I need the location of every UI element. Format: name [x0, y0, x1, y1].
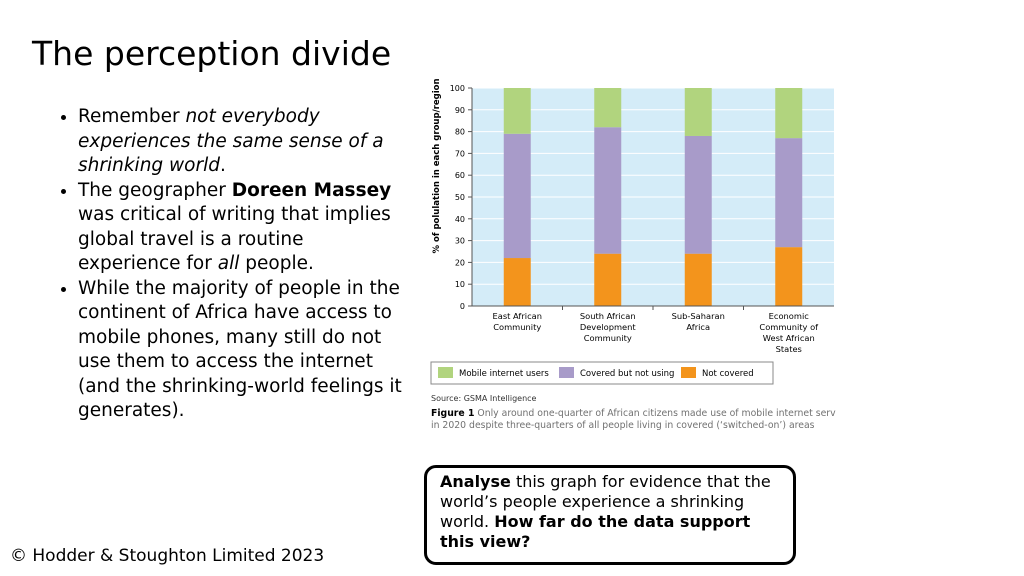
y-tick-label-100: 100 [450, 84, 465, 93]
y-tick-label-90: 90 [455, 106, 465, 115]
x-tick-label-4-line-2: Community of [759, 322, 819, 332]
y-tick-label-0: 0 [460, 302, 465, 311]
x-tick-label-1-line-2: Community [493, 322, 541, 332]
bullet-1-text-b: not everybody experiences the same sense… [78, 106, 384, 176]
y-tick-label-10: 10 [455, 280, 465, 289]
question-text-b: this graph for evidence that the world’s… [440, 472, 771, 531]
x-tick-label-3: Sub-Saharan Africa [672, 311, 725, 332]
bars-group [503, 88, 803, 306]
bar-4-series-2 [775, 138, 803, 248]
question-text-c: How far do the data support this view? [440, 512, 751, 551]
x-tick-label-2-line-1: South African [580, 311, 636, 321]
bar-1-series-1 [503, 258, 531, 306]
legend-label-3: Not covered [702, 369, 754, 379]
bullet-1-text-c: . [219, 155, 226, 176]
legend-swatch-1 [438, 367, 453, 378]
x-tick-label-4: Economic Community of West African States [759, 311, 819, 354]
x-tick-label-4-line-4: States [776, 344, 802, 354]
figure-caption-label: Figure 1 [431, 408, 474, 419]
x-tick-label-1-line-1: East African [493, 311, 542, 321]
chart-source: Source: GSMA Intelligence [431, 394, 537, 403]
legend: Mobile internet users Covered but not usi… [438, 367, 754, 379]
x-tick-label-4-line-1: Economic [769, 311, 810, 321]
grid-lines [472, 87, 834, 285]
bar-1-series-3 [503, 88, 531, 134]
figure-caption-line-1: Figure 1 Only around one-quarter of Afri… [431, 408, 836, 419]
figure-caption-line-2: in 2020 despite three-quarters of all pe… [431, 420, 815, 431]
legend-label-1: Mobile internet users [459, 369, 549, 379]
bar-2-series-2 [594, 127, 622, 254]
bullet-2-text-c: was critical of writing that implies glo… [78, 204, 391, 274]
bullet-3-text-a: While the majority of people in the cont… [78, 277, 402, 422]
y-tick-label-50: 50 [455, 193, 465, 202]
y-tick-label-20: 20 [455, 258, 465, 267]
bullet-item-2: The geographer Doreen Massey was critica… [78, 179, 408, 277]
x-tick-label-2: South African Development Community [580, 311, 637, 343]
bar-4-series-1 [775, 247, 803, 306]
x-tick-label-3-line-2: Africa [686, 322, 710, 332]
bar-3-series-1 [684, 253, 712, 306]
x-tick-label-4-line-3: West African [763, 333, 815, 343]
bullet-1-text-a: Remember [78, 106, 186, 127]
bar-3-series-2 [684, 135, 712, 254]
bullet-list: Remember not everybody experiences the s… [50, 105, 408, 424]
bar-4-series-3 [775, 88, 803, 139]
bullet-2-text-b: Doreen Massey [231, 179, 392, 201]
bullet-2-text-d: all [217, 253, 240, 274]
x-tick-label-2-line-2: Development [580, 322, 637, 332]
bar-1-series-2 [503, 133, 531, 259]
y-axis-ticks: 0 10 20 30 40 50 60 70 80 90 100 [450, 84, 472, 311]
legend-swatch-2 [559, 367, 574, 378]
bar-2-series-3 [594, 88, 622, 128]
bullet-2-text-a: The geographer [78, 179, 232, 201]
question-text-a: Analyse [440, 472, 511, 491]
y-tick-label-60: 60 [455, 171, 465, 180]
copyright-footer: © Hodder & Stoughton Limited 2023 [10, 546, 325, 566]
bullet-item-1: Remember not everybody experiences the s… [78, 105, 408, 179]
figure-caption-text-1: Only around one-quarter of African citiz… [474, 408, 836, 419]
legend-label-2: Covered but not using [580, 369, 674, 379]
question-box: Analyse this graph for evidence that the… [424, 465, 796, 565]
y-tick-label-30: 30 [455, 237, 465, 246]
y-tick-label-70: 70 [455, 149, 465, 158]
x-tick-label-1: East African Community [493, 311, 542, 332]
y-tick-label-80: 80 [455, 128, 465, 137]
bar-2-series-1 [594, 253, 622, 306]
y-axis-label: % of polulation in each group/region [432, 78, 442, 253]
x-tick-label-3-line-1: Sub-Saharan [672, 311, 725, 321]
page-title: The perception divide [32, 34, 392, 73]
bullet-item-3: While the majority of people in the cont… [78, 277, 408, 424]
x-tick-label-2-line-3: Community [584, 333, 632, 343]
y-tick-label-40: 40 [455, 215, 465, 224]
legend-swatch-3 [681, 367, 696, 378]
bullet-2-text-e: people. [239, 253, 314, 274]
bar-3-series-3 [684, 88, 712, 136]
